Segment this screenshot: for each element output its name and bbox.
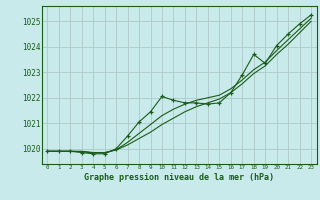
X-axis label: Graphe pression niveau de la mer (hPa): Graphe pression niveau de la mer (hPa) xyxy=(84,173,274,182)
